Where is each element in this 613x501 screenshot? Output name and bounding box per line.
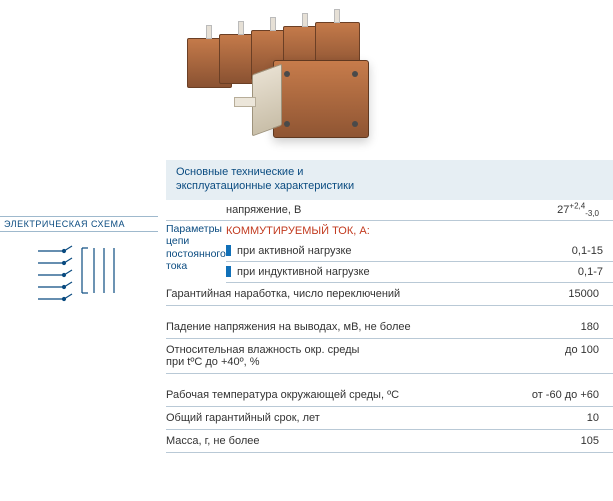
voltage-base: 27 [557,204,569,216]
page: Основные технические и эксплуатационные … [0,0,613,483]
row-warranty-period-value: 10 [499,412,609,424]
section-title-line2: эксплуатационные характеристики [176,180,603,194]
bullet-icon [226,245,231,256]
pl-4: тока [166,260,226,273]
section-title: Основные технические и эксплуатационные … [166,160,613,200]
row-voltage-drop-label: Падение напряжения на выводах, мВ, не бо… [166,321,499,333]
pl-1: Параметры [166,223,226,236]
bullet-icon [226,266,231,277]
spacer [166,306,613,316]
section-title-line1: Основные технические и [176,166,603,180]
schematic-diagram [0,238,158,308]
product-image-area [0,0,613,160]
row-voltage-label: напряжение, В [226,204,499,216]
row-warranty-cycles-value: 15000 [499,288,609,300]
row-warranty-cycles-label: Гарантийная наработка, число переключени… [166,288,499,300]
spec-table: напряжение, В 27+2,4-3,0 Параметры цепи … [166,200,613,453]
pl-3: постоянного [166,248,226,261]
row-inductive-value: 0,1-7 [503,266,613,278]
schematic-caption: ЭЛЕКТРИЧЕСКАЯ СХЕМА [0,216,158,232]
row-warranty-period-label: Общий гарантийный срок, лет [166,412,499,424]
row-active-label: при активной нагрузке [237,245,503,257]
voltage-sup: +2,4 [569,201,585,210]
left-spacer-1 [0,160,158,200]
row-humidity: Относительная влажность окр. среды при t… [166,339,613,374]
commut-right: КОММУТИРУЕМЫЙ ТОК, А: при активной нагру… [226,221,613,283]
row-inductive-label: при индуктивной нагрузке [237,266,503,278]
row-active-value: 0,1-15 [503,245,613,257]
row-humidity-value: до 100 [499,344,609,368]
voltage-sub: -3,0 [585,209,599,218]
row-temp-label: Рабочая температура окружающей среды, ºC [166,389,499,401]
spacer [166,374,613,384]
row-voltage: напряжение, В 27+2,4-3,0 [166,200,613,221]
row-mass-label: Масса, г, не более [166,435,499,447]
row-temp-value: от -60 до +60 [499,389,609,401]
row-inductive-load: при индуктивной нагрузке 0,1-7 [226,262,613,283]
row-mass-value: 105 [499,435,609,447]
row-warranty-period: Общий гарантийный срок, лет 10 [166,407,613,430]
commut-block: Параметры цепи постоянного тока КОММУТИР… [166,221,613,283]
product-illustration [177,10,437,150]
row-voltage-value: 27+2,4-3,0 [499,204,609,216]
pl-2: цепи [166,235,226,248]
row-temp: Рабочая температура окружающей среды, ºC… [166,384,613,407]
row-active-load: при активной нагрузке 0,1-15 [226,241,613,262]
row-humidity-label: Относительная влажность окр. среды при t… [166,344,499,368]
row-warranty-cycles: Гарантийная наработка, число переключени… [166,283,613,306]
row-voltage-drop-value: 180 [499,321,609,333]
commut-heading: КОММУТИРУЕМЫЙ ТОК, А: [226,221,613,241]
params-label-text: Параметры цепи постоянного тока [166,221,226,283]
row-voltage-drop: Падение напряжения на выводах, мВ, не бо… [166,316,613,339]
side-column: ЭЛЕКТРИЧЕСКАЯ СХЕМА [0,216,158,453]
row-mass: Масса, г, не более 105 [166,430,613,453]
